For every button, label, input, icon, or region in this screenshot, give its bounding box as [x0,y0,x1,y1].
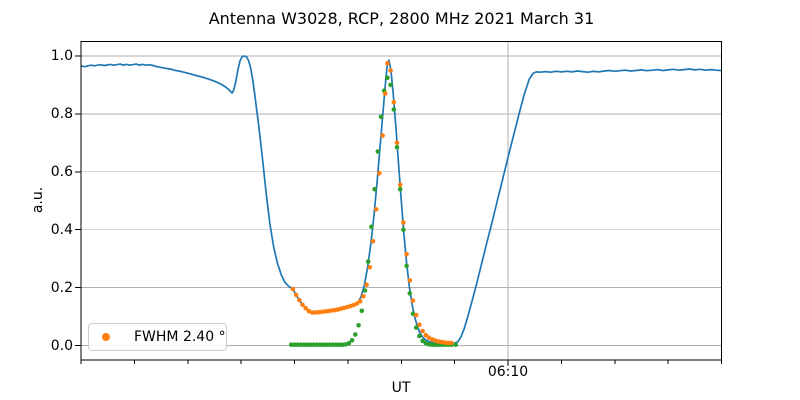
orange-dots-marker [445,340,451,346]
green-dots-marker [397,186,403,192]
green-dots-marker [321,342,326,348]
orange-dots-marker [423,332,429,338]
y-tick-label: 1.0 [50,47,73,64]
green-dots-marker [420,338,425,344]
orange-dots-marker [364,282,369,288]
green-dots-marker [333,342,339,348]
green-dots-marker [453,342,459,348]
green-dots-marker [375,149,381,154]
green-dots-marker [314,342,320,348]
orange-dots-marker [413,312,419,318]
y-tick-label: 0.6 [50,163,73,180]
blue-line-series [81,55,722,345]
orange-dots-marker [404,252,409,257]
green-dots-marker [365,259,371,264]
orange-dots-marker [370,239,376,244]
y-tick-label: 0.8 [50,105,73,122]
green-dots-marker [289,342,294,348]
orange-dots-marker [290,286,296,292]
orange-dots-marker [303,305,309,311]
orange-dots-marker [300,302,305,308]
green-dots-marker [298,342,304,348]
legend: FWHM 2.40 ° [88,323,227,351]
legend-marker-dot-icon [102,333,110,341]
green-dots-marker [429,342,435,348]
orange-dots-marker [420,328,425,334]
orange-dots-marker [297,297,302,303]
orange-dots-marker [391,100,397,105]
green-dots-marker [417,333,422,339]
green-dots-marker [324,342,329,348]
chart-title: Antenna W3028, RCP, 2800 MHz 2021 March … [208,9,595,28]
orange-dots-marker [417,322,422,328]
orange-dots-marker [377,170,382,176]
green-dots-marker [391,107,397,112]
green-dots-marker [301,342,307,348]
green-dots-marker [327,342,333,348]
orange-dots-marker [401,220,406,225]
green-dots-marker [378,114,384,120]
orange-dots-marker [449,340,454,346]
green-dots-marker [407,291,413,296]
y-tick-label: 0.0 [50,337,73,354]
green-dots-marker [401,227,406,232]
green-dots-marker [369,224,374,230]
orange-dots-marker [394,140,400,146]
green-dots-marker [337,342,342,348]
orange-dots-marker [388,68,393,73]
green-dots-marker [433,342,438,348]
green-dots-marker [292,342,297,348]
green-dots-marker [295,342,301,348]
y-tick-label: 0.4 [50,221,73,238]
y-axis-label: a.u. [30,186,46,214]
green-dots-marker [436,342,441,348]
green-dots-marker [308,342,313,348]
x-axis-label: UT [391,380,411,396]
green-dots-marker [388,82,393,88]
orange-dots-marker [367,265,373,270]
orange-dots-marker [373,207,379,212]
orange-dots-marker [309,310,315,315]
green-dots-marker [353,332,358,337]
green-dots-marker [394,144,400,150]
y-tick-label: 0.2 [50,279,73,296]
green-dots-marker [404,263,409,269]
green-dots-marker [330,342,336,348]
orange-dots-marker [361,294,366,299]
green-dots-marker [305,342,310,348]
orange-dots-marker [407,278,413,283]
green-dots-marker [317,342,323,348]
orange-dots-marker [357,298,363,304]
green-dots-marker [413,325,419,330]
green-dots-marker [362,288,368,293]
green-dots-marker [385,75,390,80]
green-dots-marker [346,340,352,346]
green-dots-marker [349,338,355,343]
green-dots-marker [359,308,365,314]
green-dots-marker [311,342,317,348]
orange-dots-marker [397,182,403,188]
orange-dots-marker [410,298,416,303]
orange-dots-marker [382,91,388,96]
orange-dots-marker [354,301,360,306]
orange-dots-marker [380,133,385,138]
legend-label: FWHM 2.40 ° [134,329,226,345]
orange-dots-marker [293,292,299,298]
orange-dots-marker [385,60,390,66]
green-dots-marker [372,186,377,192]
x-tick-label: 06:10 [487,364,529,380]
green-dots-marker [356,323,361,328]
